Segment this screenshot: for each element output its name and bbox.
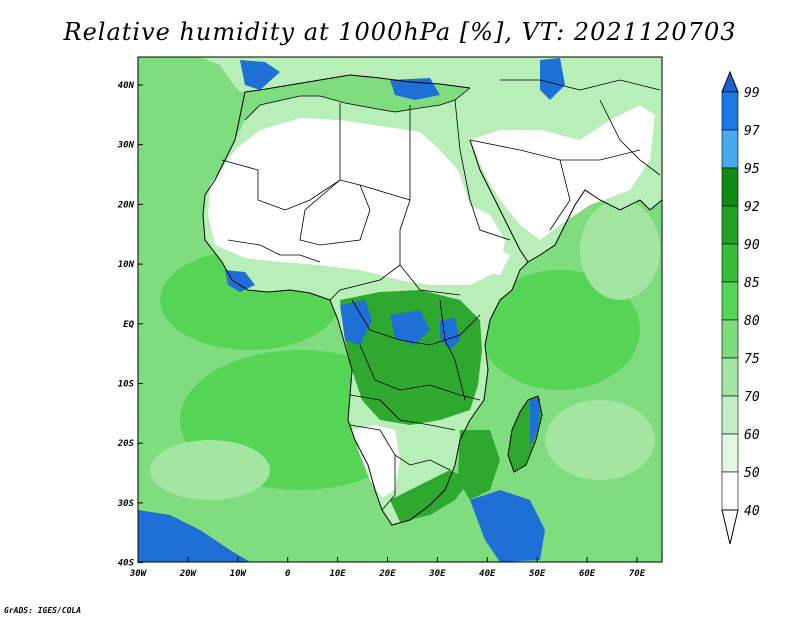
colorbar-label: 75: [744, 352, 760, 367]
colorbar-segment: [721, 319, 739, 359]
dry-sahara: [208, 118, 505, 285]
map-title: Relative humidity at 1000hPa [%], VT: 20…: [63, 18, 737, 46]
lon-tick-label: 20W: [179, 569, 198, 579]
lon-tick-label: 0: [285, 569, 291, 579]
lat-tick-label: 20N: [117, 200, 135, 210]
wet-south-africa: [390, 470, 470, 522]
latitude-axis: 40N 30N 20N 10N EQ 10S 20S 30S 40S: [117, 81, 143, 569]
plot-frame: [137, 56, 663, 563]
ocean-dry-patch: [150, 440, 270, 500]
lon-tick-label: 50E: [529, 569, 546, 579]
colorbar-label: 60: [744, 428, 760, 443]
colorbar-label: 50: [744, 466, 760, 481]
colorbar-segment: [721, 129, 739, 169]
saturated-congo: [340, 300, 372, 345]
lat-tick-label: EQ: [123, 320, 134, 330]
saturated-lakes: [440, 318, 460, 350]
ocean-dry-patch: [545, 400, 655, 480]
coastline-africa: [202, 91, 662, 526]
colorbar-label: 97: [744, 124, 760, 139]
lat-tick-label: 10S: [118, 380, 135, 390]
colorbar-label: 99: [744, 86, 760, 101]
grads-credit: GrADS: IGES/COLA: [4, 606, 81, 615]
dry-arabia: [470, 105, 655, 240]
saturated-south-atlantic: [138, 510, 250, 562]
colorbar-label: 90: [744, 238, 760, 253]
coastline-red-sea: [469, 139, 529, 263]
colorbar-label: 70: [744, 390, 760, 405]
coastline-madagascar: [507, 395, 543, 473]
colorbar-segment: [721, 395, 739, 435]
colorbar-segment: [721, 281, 739, 321]
colorbar-label: 92: [744, 200, 760, 215]
lon-tick-label: 20E: [378, 569, 396, 579]
saturated-congo: [390, 310, 430, 345]
saturated-caspian: [540, 58, 565, 100]
saturated-mozambique-channel: [470, 490, 545, 562]
lon-tick-label: 30W: [129, 569, 148, 579]
ocean-moist-patch: [480, 270, 640, 390]
colorbar-segment: [721, 205, 739, 245]
saturated-madagascar-east: [530, 398, 540, 445]
country-borders: [221, 79, 661, 511]
lat-tick-label: 40S: [118, 559, 135, 569]
ocean-dry-patch: [580, 200, 660, 300]
colorbar-segment: [721, 357, 739, 397]
lat-tick-label: 20S: [117, 439, 135, 449]
saturated-mediterranean: [240, 60, 280, 90]
saturated-west-africa-coast: [225, 270, 255, 292]
humidity-field: [138, 57, 662, 562]
lat-tick-label: 30N: [117, 141, 135, 151]
coastline-mediterranean: [244, 74, 471, 93]
colorbar-label: 85: [744, 276, 760, 291]
lat-tick-label: 40N: [118, 81, 135, 91]
lon-tick-label: 70E: [629, 569, 646, 579]
colorbar-label: 80: [744, 314, 760, 329]
colorbar-segment: [721, 167, 739, 207]
colorbar-segment: [721, 91, 739, 131]
lon-tick-label: 30E: [428, 569, 446, 579]
lat-tick-label: 10N: [118, 260, 135, 270]
wet-east-coast: [458, 430, 500, 500]
lon-tick-label: 10W: [230, 569, 248, 579]
lon-tick-label: 60E: [579, 569, 596, 579]
colorbar-label: 95: [744, 162, 760, 177]
lon-tick-label: 10E: [329, 569, 346, 579]
longitude-axis: 30W 20W 10W 0 10E 20E 30E 40E 50E 60E 70E: [129, 557, 646, 579]
dry-horn: [460, 245, 510, 275]
colorbar-segment: [721, 471, 739, 511]
colorbar-bottom-arrow: [721, 509, 739, 545]
colorbar-label: 40: [744, 504, 760, 519]
lat-tick-label: 30S: [117, 499, 135, 509]
colorbar: 99 97 95 92 90 85 80 75 70 60 50 40: [721, 70, 760, 545]
lon-tick-label: 40E: [479, 569, 496, 579]
colorbar-top-arrow: [721, 70, 739, 93]
colorbar-segment: [721, 243, 739, 283]
colorbar-segment: [721, 433, 739, 473]
